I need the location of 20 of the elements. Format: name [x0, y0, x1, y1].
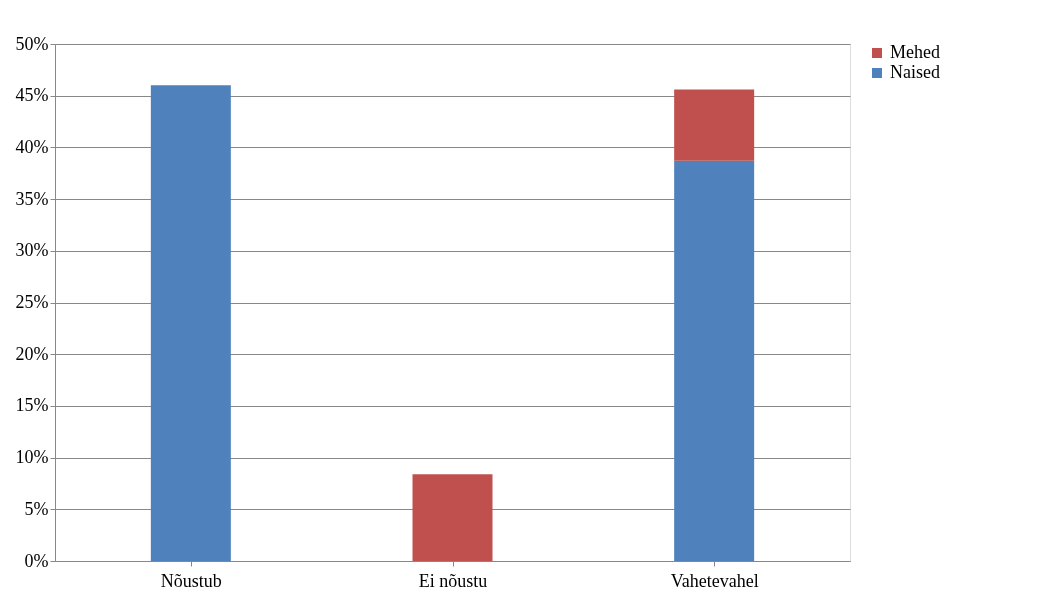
y-tick-label: 25%: [15, 292, 49, 312]
x-tick-label: Nõustub: [160, 570, 222, 591]
x-tick-label: Vahetevahel: [670, 570, 759, 591]
x-tick-label: Ei nõustu: [418, 570, 488, 591]
y-tick-label: 0%: [24, 550, 49, 571]
legend-label: Mehed: [890, 42, 940, 62]
y-tick-label: 10%: [15, 447, 49, 468]
bar: [674, 160, 755, 561]
y-tick-label: 35%: [15, 188, 49, 209]
y-tick-label: 20%: [15, 343, 49, 364]
y-tick-label: 45%: [15, 85, 49, 106]
y-tick-label: 30%: [15, 240, 49, 261]
y-tick-label: 5%: [24, 498, 49, 519]
y-tick-label: 40%: [15, 136, 49, 157]
legend-label: Naised: [890, 62, 940, 82]
bar: [150, 85, 231, 561]
bar: [412, 474, 493, 561]
bar: [674, 89, 755, 161]
y-tick-label: 15%: [15, 395, 49, 416]
y-tick-label: 50%: [15, 33, 49, 54]
